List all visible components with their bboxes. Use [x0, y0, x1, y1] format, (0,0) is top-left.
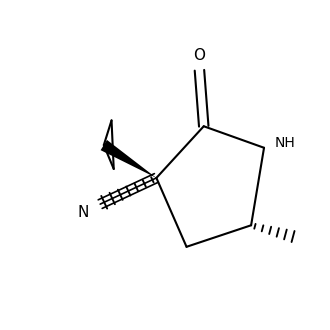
Text: NH: NH — [274, 137, 295, 150]
Polygon shape — [101, 140, 156, 178]
Text: N: N — [77, 205, 89, 220]
Text: O: O — [193, 48, 206, 62]
